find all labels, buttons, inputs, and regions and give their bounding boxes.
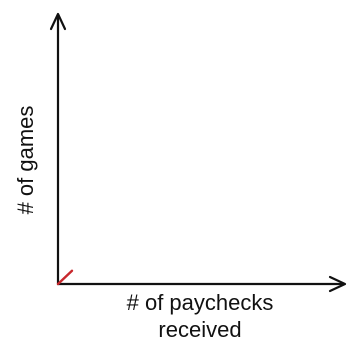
series-layer (56, 269, 74, 286)
x-axis-arrowhead (328, 275, 347, 293)
y-axis-arrowhead (49, 12, 67, 31)
x-axis-label-line-1: # of paychecks (127, 290, 274, 315)
x-axis-label-line-2: received (158, 317, 241, 342)
series-line-0 (56, 269, 74, 286)
y-axis-label: # of games (13, 106, 38, 215)
